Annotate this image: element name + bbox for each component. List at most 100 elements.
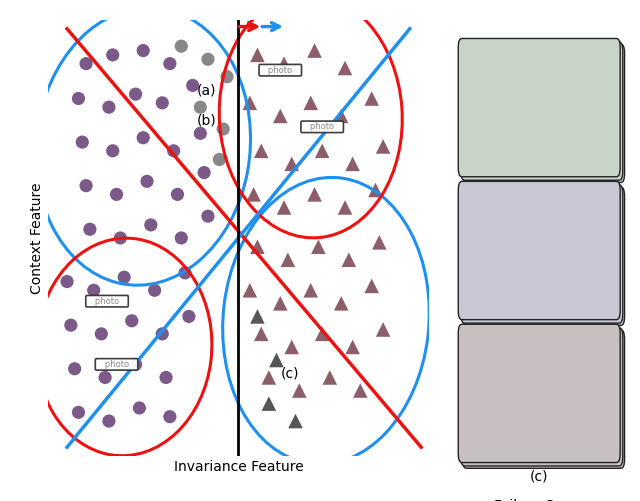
Point — [96, 330, 106, 338]
Point — [287, 160, 297, 168]
Point — [188, 82, 198, 90]
Point — [138, 47, 148, 55]
Point — [176, 42, 186, 50]
Text: photo: photo — [87, 297, 127, 306]
Point — [131, 90, 141, 98]
FancyBboxPatch shape — [463, 44, 625, 182]
Point — [138, 134, 148, 142]
Point — [131, 360, 141, 368]
Point — [348, 160, 358, 168]
Point — [108, 51, 118, 59]
Point — [271, 356, 282, 364]
Text: photo: photo — [260, 66, 300, 75]
Point — [115, 234, 125, 242]
Point — [371, 186, 381, 194]
Point — [355, 387, 365, 395]
Point — [310, 190, 320, 198]
Point — [74, 408, 84, 416]
Y-axis label: Context Feature: Context Feature — [30, 182, 44, 294]
Point — [81, 182, 92, 190]
Point — [74, 95, 84, 103]
Point — [62, 278, 72, 286]
Point — [168, 147, 179, 155]
Point — [244, 286, 255, 294]
Point — [248, 190, 259, 198]
Point — [340, 203, 350, 211]
Point — [340, 64, 350, 72]
Point — [275, 112, 285, 120]
Point — [142, 177, 152, 185]
Text: (c): (c) — [530, 469, 548, 483]
Point — [100, 373, 110, 381]
Point — [374, 238, 385, 246]
Text: Failure Cases: Failure Cases — [493, 499, 585, 501]
Point — [317, 147, 327, 155]
Point — [317, 330, 327, 338]
Point — [111, 190, 122, 198]
Point — [222, 73, 232, 81]
Point — [275, 299, 285, 307]
Point — [291, 417, 301, 425]
Point — [172, 190, 182, 198]
Point — [146, 221, 156, 229]
Point — [306, 286, 316, 294]
Text: photo: photo — [302, 122, 342, 131]
FancyBboxPatch shape — [458, 181, 620, 320]
Point — [108, 147, 118, 155]
Point — [367, 95, 377, 103]
Point — [70, 365, 80, 373]
Point — [127, 317, 137, 325]
FancyBboxPatch shape — [463, 330, 625, 468]
Point — [214, 155, 225, 163]
Text: (b): (b) — [529, 327, 549, 341]
Point — [256, 330, 266, 338]
Point — [88, 286, 99, 294]
Text: (a): (a) — [196, 83, 216, 97]
Point — [252, 51, 262, 59]
Point — [84, 225, 95, 233]
Point — [264, 400, 274, 408]
Point — [252, 242, 262, 250]
Text: (a): (a) — [529, 184, 549, 198]
FancyBboxPatch shape — [461, 328, 623, 466]
Point — [164, 413, 175, 421]
X-axis label: Invariance Feature: Invariance Feature — [173, 460, 303, 474]
FancyBboxPatch shape — [463, 187, 625, 326]
Point — [157, 99, 168, 107]
Point — [244, 99, 255, 107]
Point — [313, 242, 323, 250]
Point — [279, 203, 289, 211]
Point — [176, 234, 186, 242]
Point — [195, 103, 205, 111]
Text: (b): (b) — [196, 114, 216, 128]
Point — [104, 417, 114, 425]
FancyBboxPatch shape — [461, 42, 623, 180]
Point — [294, 387, 305, 395]
Point — [336, 112, 346, 120]
Point — [264, 373, 274, 381]
Point — [150, 286, 160, 294]
Point — [256, 147, 266, 155]
Point — [199, 168, 209, 177]
FancyBboxPatch shape — [461, 185, 623, 323]
Point — [283, 256, 293, 264]
Point — [378, 142, 388, 150]
Point — [195, 129, 205, 137]
Point — [161, 373, 171, 381]
Point — [252, 313, 262, 321]
Point — [378, 326, 388, 334]
Point — [180, 269, 190, 277]
Point — [367, 282, 377, 290]
Point — [164, 60, 175, 68]
Point — [77, 138, 88, 146]
Text: photo: photo — [97, 360, 136, 369]
Point — [336, 299, 346, 307]
Point — [81, 60, 92, 68]
Point — [348, 343, 358, 351]
Point — [310, 47, 320, 55]
Point — [203, 212, 213, 220]
Point — [344, 256, 354, 264]
FancyBboxPatch shape — [458, 39, 620, 177]
Point — [203, 55, 213, 63]
Point — [287, 343, 297, 351]
